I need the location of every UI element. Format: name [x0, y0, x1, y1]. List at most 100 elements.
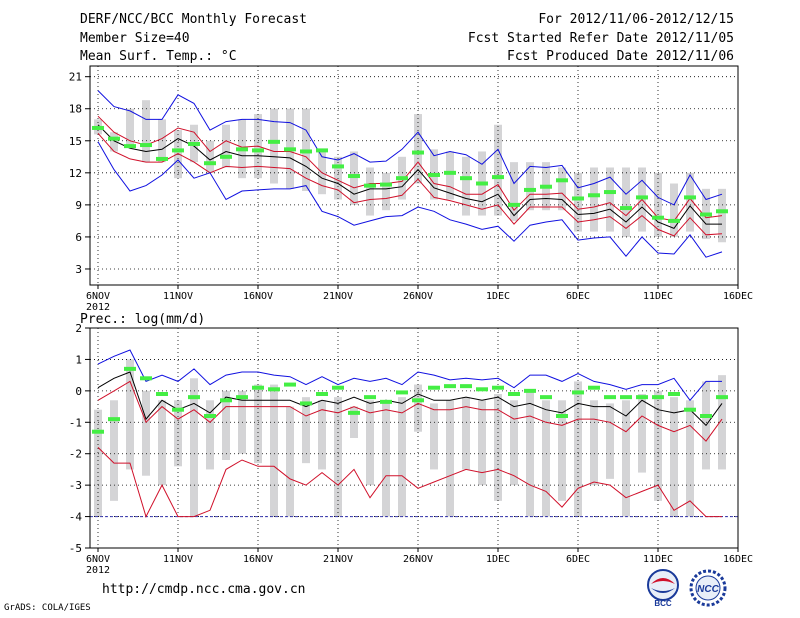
y-tick-label: 15	[69, 135, 82, 148]
bcc-logo-icon: BCC	[647, 569, 679, 608]
forecast-period: For 2012/11/06-2012/12/15	[538, 12, 734, 27]
y-tick-label: -2	[69, 448, 82, 461]
y-tick-label: 21	[69, 71, 82, 84]
spread-box	[222, 390, 230, 460]
x-tick-label: 1DEC	[486, 554, 510, 565]
spread-box	[142, 390, 150, 476]
spread-box	[366, 167, 374, 216]
forecast-produced-date: Fcst Produced Date 2012/11/06	[507, 49, 734, 64]
x-tick-label: 21NOV	[323, 554, 353, 565]
x-tick-label: 11NOV	[163, 291, 193, 302]
x-tick-label: 16NOV	[243, 291, 273, 302]
spread-box	[510, 162, 518, 221]
x-tick-label: 1DEC	[486, 291, 510, 302]
spread-box	[606, 403, 614, 479]
spread-box	[526, 162, 534, 211]
plot-frame	[89, 65, 739, 286]
y-tick-label: -4	[69, 511, 83, 524]
spread-box	[606, 167, 614, 232]
y-tick-label: 2	[75, 322, 82, 335]
spread-box	[718, 188, 726, 243]
y-tick-label: 9	[75, 199, 82, 212]
spread-box	[126, 359, 134, 470]
spread-box	[254, 384, 262, 464]
spread-box	[462, 156, 470, 216]
svg-text:NCC: NCC	[697, 584, 719, 595]
x-tick-label: 26NOV	[403, 554, 433, 565]
spread-box	[270, 384, 278, 517]
spread-box	[382, 172, 390, 211]
x-tick-label: 26NOV	[403, 291, 433, 302]
spread-box	[286, 406, 294, 517]
spread-box	[686, 172, 694, 232]
plot-frame	[89, 327, 739, 549]
y-tick-label: 1	[75, 353, 82, 366]
chart-title: DERF/NCC/BCC Monthly Forecast	[80, 12, 307, 27]
member-size: Member Size=40	[80, 31, 190, 46]
spread-box	[366, 400, 374, 486]
spread-box	[542, 400, 550, 517]
spread-box	[670, 183, 678, 237]
x-tick-year-label: 2012	[86, 302, 110, 313]
spread-box	[222, 124, 230, 168]
spread-box	[414, 114, 422, 184]
y-tick-label: 0	[75, 385, 82, 398]
x-tick-label: 11DEC	[643, 554, 673, 565]
series-lower-line	[97, 132, 723, 237]
spread-box	[382, 400, 390, 517]
source-url[interactable]: http://cmdp.ncc.cma.gov.cn	[102, 582, 306, 597]
y-tick-label: -5	[69, 542, 82, 555]
spread-box	[318, 400, 326, 470]
spread-box	[174, 400, 182, 467]
spread-box	[270, 108, 278, 184]
spread-box	[670, 397, 678, 517]
spread-box	[158, 400, 166, 486]
series-min-line	[97, 141, 723, 258]
series-upper-line	[97, 115, 723, 222]
spread-box	[446, 151, 454, 200]
spread-box	[190, 378, 198, 517]
spread-box	[478, 400, 486, 486]
spread-box	[494, 394, 502, 501]
x-tick-label: 6NOV	[86, 554, 110, 565]
spread-box	[510, 400, 518, 486]
spread-box	[302, 397, 310, 464]
x-tick-label: 16DEC	[723, 291, 753, 302]
precip-panel-title: Prec.: log(mm/d)	[80, 312, 205, 327]
series-upper-line	[97, 380, 723, 442]
spread-box	[590, 167, 598, 232]
y-tick-label: 6	[75, 231, 82, 244]
y-tick-label: 3	[75, 263, 82, 276]
spread-box	[622, 167, 630, 237]
series-mean-line	[97, 124, 722, 230]
spread-box	[446, 400, 454, 517]
series-max-line	[97, 90, 723, 206]
spread-box	[622, 400, 630, 517]
forecast-start-date: Fcst Started Refer Date 2012/11/05	[467, 31, 734, 46]
spread-box	[590, 400, 598, 486]
x-tick-label: 6DEC	[566, 291, 590, 302]
y-tick-label: 12	[69, 167, 82, 180]
x-tick-label: 11NOV	[163, 554, 193, 565]
spread-box	[558, 167, 566, 211]
spread-box	[638, 394, 646, 473]
series-lower-line	[97, 447, 722, 518]
y-tick-label: -3	[69, 479, 82, 492]
x-tick-label: 16NOV	[243, 554, 273, 565]
spread-box	[350, 151, 358, 205]
x-tick-label: 21NOV	[323, 291, 353, 302]
svg-text:BCC: BCC	[654, 599, 672, 608]
spread-box	[110, 132, 118, 152]
x-tick-label: 6DEC	[566, 554, 590, 565]
spread-box	[206, 140, 214, 173]
series-mean-line	[97, 371, 723, 427]
y-tick-label: 18	[69, 103, 82, 116]
spread-box	[462, 397, 470, 470]
x-tick-label: 11DEC	[643, 291, 673, 302]
spread-box	[686, 400, 694, 517]
variable-label: Mean Surf. Temp.: °C	[80, 49, 237, 64]
ncc-logo-icon: NCC	[689, 569, 727, 607]
